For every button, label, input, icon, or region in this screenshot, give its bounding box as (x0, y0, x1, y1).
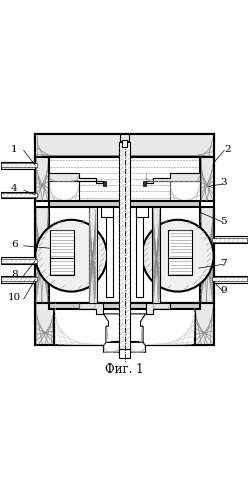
Polygon shape (103, 314, 146, 342)
Text: 3: 3 (220, 178, 227, 187)
Text: 1: 1 (11, 145, 18, 154)
Text: 9: 9 (220, 286, 227, 295)
Bar (143, 182, 146, 186)
Bar (119, 142, 130, 351)
Text: 5: 5 (220, 217, 227, 226)
Polygon shape (103, 342, 146, 352)
Bar (49, 303, 200, 309)
Bar (106, 208, 113, 296)
Bar (136, 208, 143, 296)
Bar (35, 303, 214, 345)
Bar (214, 236, 248, 243)
Polygon shape (146, 173, 200, 183)
Bar (1, 277, 37, 281)
Bar (120, 134, 129, 141)
Bar (35, 134, 214, 157)
Bar (102, 208, 113, 217)
Polygon shape (146, 178, 200, 201)
Bar (35, 157, 49, 201)
Bar (49, 201, 200, 208)
Text: 4: 4 (11, 184, 18, 193)
Text: 2: 2 (224, 145, 231, 154)
Polygon shape (49, 178, 103, 201)
Bar (1, 276, 35, 282)
Polygon shape (79, 303, 103, 314)
Bar (54, 303, 195, 345)
Circle shape (35, 220, 107, 291)
Bar (136, 208, 147, 217)
Bar (1, 193, 37, 197)
Bar (1, 162, 35, 169)
Bar (49, 157, 200, 201)
Text: 8: 8 (11, 270, 18, 279)
Bar (1, 163, 37, 167)
Polygon shape (49, 173, 103, 183)
Bar (152, 208, 160, 303)
Bar (1, 192, 35, 199)
Bar (50, 258, 74, 275)
Bar (35, 134, 214, 143)
Text: 10: 10 (8, 293, 21, 302)
Bar (200, 157, 214, 201)
Text: 7: 7 (220, 258, 227, 267)
Bar (35, 208, 49, 303)
Bar (200, 208, 214, 303)
Bar (1, 257, 35, 264)
Bar (212, 277, 247, 281)
Circle shape (142, 220, 214, 291)
Polygon shape (146, 303, 170, 314)
Bar (169, 258, 192, 275)
Bar (103, 182, 106, 186)
Bar (214, 276, 248, 282)
Bar (1, 258, 37, 262)
Text: Фиг. 1: Фиг. 1 (105, 363, 144, 376)
Bar (111, 341, 138, 346)
Bar (122, 140, 127, 147)
Bar (89, 208, 97, 303)
Bar (35, 134, 214, 345)
Text: 6: 6 (11, 240, 18, 249)
Bar (119, 348, 130, 358)
Bar (169, 230, 192, 258)
Bar (212, 238, 247, 242)
Bar (50, 230, 74, 258)
